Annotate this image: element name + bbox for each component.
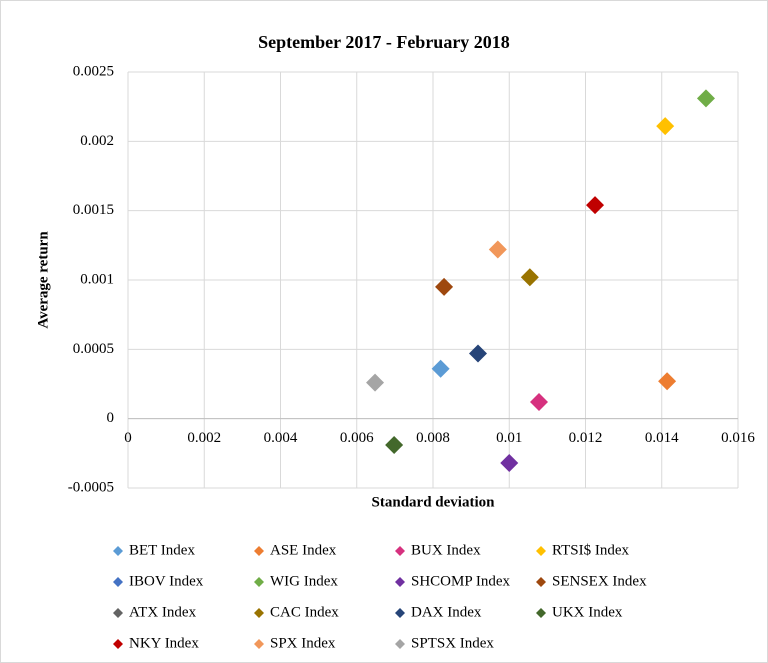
x-tick-label: 0.004	[264, 430, 298, 446]
y-tick-label: 0.0025	[73, 63, 114, 79]
legend-label: WIG Index	[270, 573, 338, 589]
point	[656, 117, 675, 136]
y-tick-label: 0.001	[80, 271, 114, 287]
legend-label: SENSEX Index	[552, 573, 647, 589]
x-axis-title: Standard deviation	[372, 494, 496, 510]
x-tick-label: 0.016	[721, 430, 755, 446]
legend-label: ATX Index	[129, 604, 197, 620]
legend-swatch	[395, 608, 405, 618]
legend-swatch	[536, 546, 546, 556]
legend-swatch	[254, 639, 264, 649]
x-tick-label: 0	[124, 430, 132, 446]
x-tick-label: 0.012	[569, 430, 603, 446]
legend-swatch	[113, 608, 123, 618]
legend-swatch	[395, 639, 405, 649]
x-tick-label: 0.002	[187, 430, 221, 446]
legend-swatch	[395, 577, 405, 587]
legend-swatch	[395, 546, 405, 556]
legend-swatch	[113, 546, 123, 556]
legend-label: SHCOMP Index	[411, 573, 511, 589]
point	[658, 372, 677, 391]
legend-label: IBOV Index	[129, 573, 204, 589]
point	[366, 373, 385, 392]
legend-label: DAX Index	[411, 604, 482, 620]
point	[468, 344, 487, 363]
legend-label: BET Index	[129, 542, 195, 558]
point	[385, 436, 404, 455]
point	[529, 393, 548, 412]
legend-swatch	[536, 608, 546, 618]
legend-label: SPTSX Index	[411, 635, 494, 651]
x-tick-label: 0.014	[645, 430, 679, 446]
legend-swatch	[113, 577, 123, 587]
y-tick-label: 0.002	[80, 133, 114, 149]
y-axis-title: Average return	[35, 231, 51, 329]
point	[431, 359, 450, 378]
point	[500, 454, 519, 473]
point	[488, 240, 507, 259]
point	[696, 89, 715, 108]
legend-label: ASE Index	[270, 542, 337, 558]
legend-label: RTSI$ Index	[552, 542, 630, 558]
legend-swatch	[113, 639, 123, 649]
legend-swatch	[254, 577, 264, 587]
point	[520, 268, 539, 287]
x-tick-label: 0.008	[416, 430, 450, 446]
legend-swatch	[536, 577, 546, 587]
point	[435, 277, 454, 296]
y-tick-label: 0.0005	[73, 341, 114, 357]
y-tick-label: -0.0005	[68, 479, 114, 495]
chart-title: September 2017 - February 2018	[258, 32, 510, 52]
legend-label: UKX Index	[552, 604, 623, 620]
legend-swatch	[254, 546, 264, 556]
point	[586, 196, 605, 215]
y-tick-label: 0.0015	[73, 202, 114, 218]
x-tick-label: 0.006	[340, 430, 374, 446]
x-tick-label: 0.01	[496, 430, 522, 446]
legend-label: BUX Index	[411, 542, 481, 558]
legend-label: NKY Index	[129, 635, 199, 651]
legend-label: CAC Index	[270, 604, 339, 620]
legend-swatch	[254, 608, 264, 618]
legend-label: SPX Index	[270, 635, 336, 651]
y-tick-label: 0	[107, 410, 115, 426]
